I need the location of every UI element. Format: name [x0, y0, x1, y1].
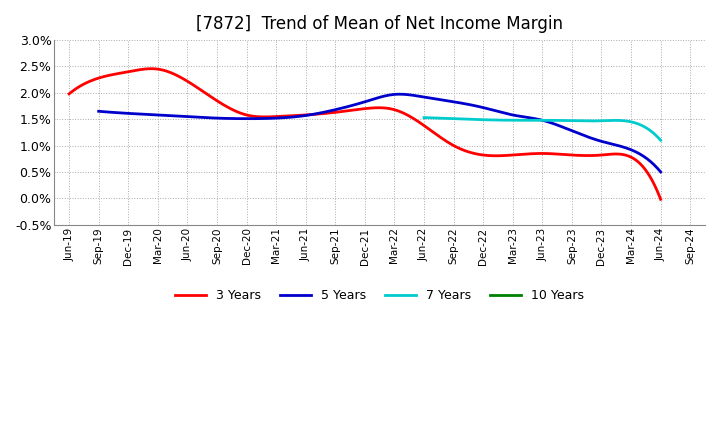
Title: [7872]  Trend of Mean of Net Income Margin: [7872] Trend of Mean of Net Income Margi… — [196, 15, 563, 33]
Legend: 3 Years, 5 Years, 7 Years, 10 Years: 3 Years, 5 Years, 7 Years, 10 Years — [170, 284, 590, 307]
